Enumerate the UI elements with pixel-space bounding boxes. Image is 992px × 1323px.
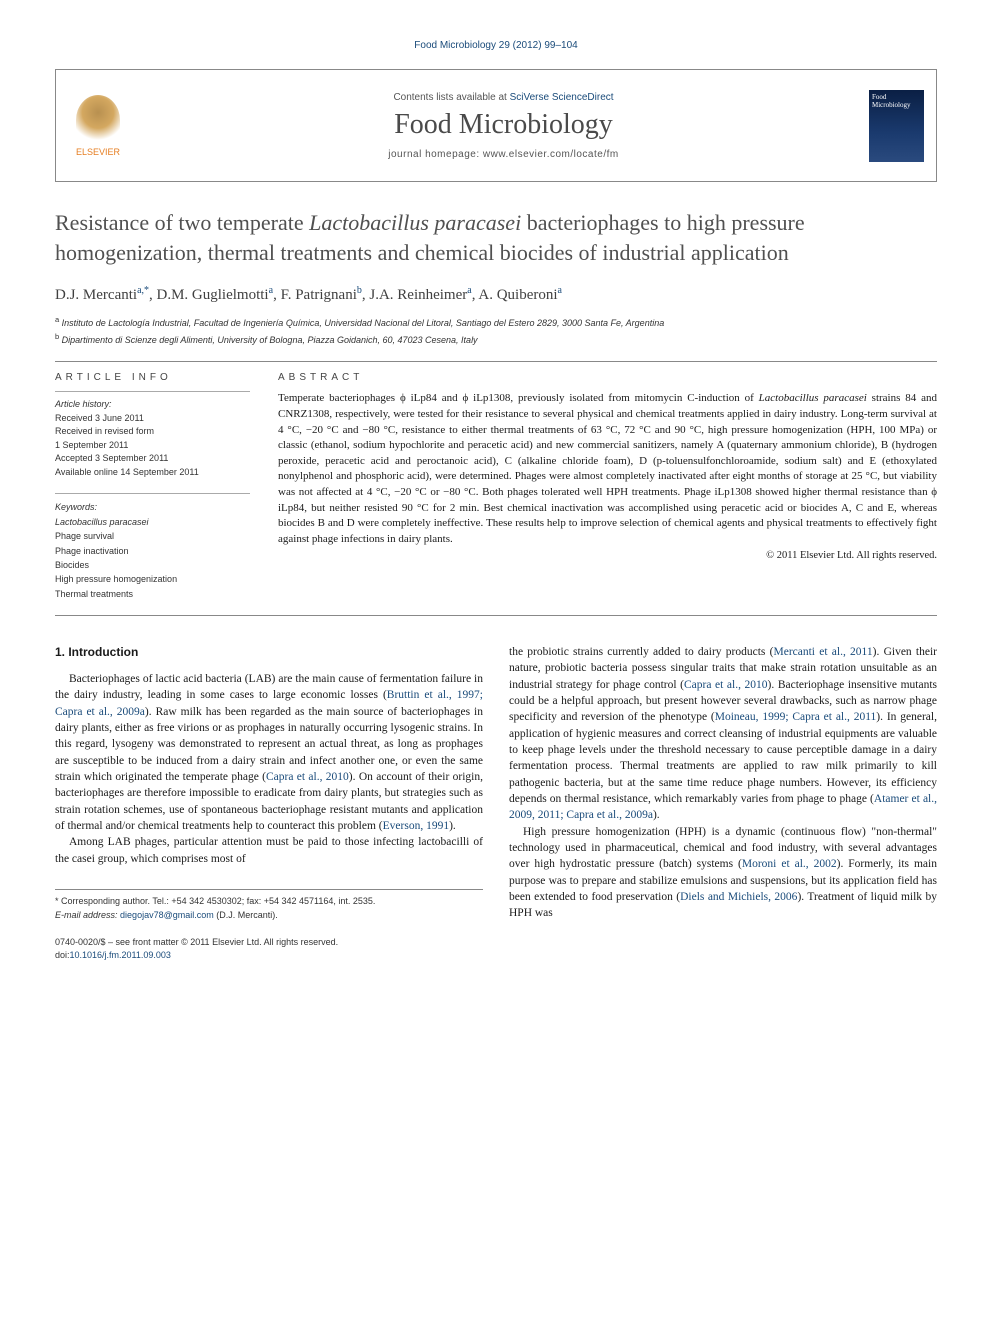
email-label: E-mail address: bbox=[55, 910, 118, 920]
history-line: 1 September 2011 bbox=[55, 440, 128, 450]
p2-a: Among LAB phages, particular attention m… bbox=[55, 836, 483, 864]
publisher-name: ELSEVIER bbox=[76, 147, 120, 157]
contents-prefix: Contents lists available at bbox=[393, 92, 509, 103]
citation-link[interactable]: Moroni et al., 2002 bbox=[742, 858, 837, 870]
p1-d: ). bbox=[449, 820, 456, 832]
citation-link[interactable]: Moineau, 1999; Capra et al., 2011 bbox=[715, 711, 877, 723]
abstract-column: ABSTRACT Temperate bacteriophages ϕ iLp8… bbox=[278, 372, 937, 601]
body-paragraph: the probiotic strains currently added to… bbox=[509, 644, 937, 824]
publisher-logo: ELSEVIER bbox=[68, 91, 128, 161]
body-paragraph: High pressure homogenization (HPH) is a … bbox=[509, 824, 937, 922]
section-heading-intro: 1. Introduction bbox=[55, 644, 483, 661]
title-italic: Lactobacillus paracasei bbox=[309, 210, 521, 235]
c2p1-e: ). bbox=[653, 809, 660, 821]
corresponding-author-footer: * Corresponding author. Tel.: +54 342 45… bbox=[55, 889, 483, 922]
c2p1-a: the probiotic strains currently added to… bbox=[509, 646, 773, 658]
body-column-left: 1. Introduction Bacteriophages of lactic… bbox=[55, 644, 483, 961]
abstract-span: Lactobacillus paracasei bbox=[759, 392, 867, 404]
journal-name: Food Microbiology bbox=[138, 109, 869, 141]
history-line: Accepted 3 September 2011 bbox=[55, 453, 168, 463]
history-line: Received in revised form bbox=[55, 426, 154, 436]
affiliations: a Instituto de Lactología Industrial, Fa… bbox=[55, 314, 937, 347]
contents-line: Contents lists available at SciVerse Sci… bbox=[138, 92, 869, 103]
running-header: Food Microbiology 29 (2012) 99–104 bbox=[55, 40, 937, 51]
journal-homepage: journal homepage: www.elsevier.com/locat… bbox=[138, 149, 869, 160]
article-title: Resistance of two temperate Lactobacillu… bbox=[55, 208, 937, 267]
keyword-line: Thermal treatments bbox=[55, 589, 133, 599]
affiliation-line: a Instituto de Lactología Industrial, Fa… bbox=[55, 314, 937, 331]
body-column-right: the probiotic strains currently added to… bbox=[509, 644, 937, 961]
abstract-span: Temperate bacteriophages ϕ iLp84 and ϕ i… bbox=[278, 392, 759, 404]
email-who: (D.J. Mercanti). bbox=[216, 910, 278, 920]
footer-copyright: 0740-0020/$ – see front matter © 2011 El… bbox=[55, 936, 483, 961]
corr-text: * Corresponding author. Tel.: +54 342 45… bbox=[55, 896, 375, 906]
abstract-copyright: © 2011 Elsevier Ltd. All rights reserved… bbox=[278, 550, 937, 561]
citation-link[interactable]: Capra et al., 2010 bbox=[684, 679, 768, 691]
article-history-block: Article history: Received 3 June 2011 Rec… bbox=[55, 391, 250, 479]
doi-label: doi: bbox=[55, 950, 70, 960]
doi-link[interactable]: 10.1016/j.fm.2011.09.003 bbox=[70, 950, 171, 960]
article-info-column: ARTICLE INFO Article history: Received 3… bbox=[55, 372, 250, 601]
sciencedirect-link[interactable]: SciVerse ScienceDirect bbox=[510, 92, 614, 103]
keyword-line: Phage survival bbox=[55, 531, 114, 541]
history-line: Received 3 June 2011 bbox=[55, 413, 144, 423]
history-label: Article history: bbox=[55, 399, 112, 409]
keyword-line: Lactobacillus paracasei bbox=[55, 517, 149, 527]
citation-link[interactable]: Diels and Michiels, 2006 bbox=[680, 891, 797, 903]
abstract-span: strains 84 and CNRZ1308, respectively, w… bbox=[278, 392, 937, 544]
citation-link[interactable]: Everson, 1991 bbox=[383, 820, 449, 832]
history-line: Available online 14 September 2011 bbox=[55, 467, 199, 477]
abstract-text: Temperate bacteriophages ϕ iLp84 and ϕ i… bbox=[278, 391, 937, 547]
thumb-label: Food Microbiology bbox=[872, 93, 911, 109]
journal-cover-thumb: Food Microbiology bbox=[869, 90, 924, 162]
divider-top bbox=[55, 361, 937, 362]
keyword-line: Phage inactivation bbox=[55, 546, 129, 556]
body-columns: 1. Introduction Bacteriophages of lactic… bbox=[55, 644, 937, 961]
journal-header-box: ELSEVIER Contents lists available at Sci… bbox=[55, 69, 937, 182]
keywords-label: Keywords: bbox=[55, 502, 97, 512]
elsevier-tree-icon bbox=[76, 95, 120, 145]
homepage-prefix: journal homepage: bbox=[388, 149, 483, 160]
affiliation-line: b Dipartimento di Scienze degli Alimenti… bbox=[55, 331, 937, 348]
keywords-block: Keywords: Lactobacillus paracasei Phage s… bbox=[55, 493, 250, 601]
keyword-line: High pressure homogenization bbox=[55, 574, 177, 584]
keyword-line: Biocides bbox=[55, 560, 89, 570]
citation-link[interactable]: Capra et al., 2010 bbox=[266, 771, 349, 783]
homepage-url: www.elsevier.com/locate/fm bbox=[483, 149, 619, 160]
abstract-heading: ABSTRACT bbox=[278, 372, 937, 383]
body-paragraph: Among LAB phages, particular attention m… bbox=[55, 834, 483, 867]
citation-link[interactable]: Mercanti et al., 2011 bbox=[773, 646, 872, 658]
copyright-line: 0740-0020/$ – see front matter © 2011 El… bbox=[55, 937, 338, 947]
title-pre: Resistance of two temperate bbox=[55, 210, 309, 235]
email-link[interactable]: diegojav78@gmail.com bbox=[120, 910, 214, 920]
article-info-heading: ARTICLE INFO bbox=[55, 372, 250, 383]
authors-line: D.J. Mercantia,*, D.M. Guglielmottia, F.… bbox=[55, 285, 937, 304]
c2p1-d: ). In general, application of hygienic m… bbox=[509, 711, 937, 805]
body-paragraph: Bacteriophages of lactic acid bacteria (… bbox=[55, 671, 483, 834]
divider-bottom bbox=[55, 615, 937, 616]
